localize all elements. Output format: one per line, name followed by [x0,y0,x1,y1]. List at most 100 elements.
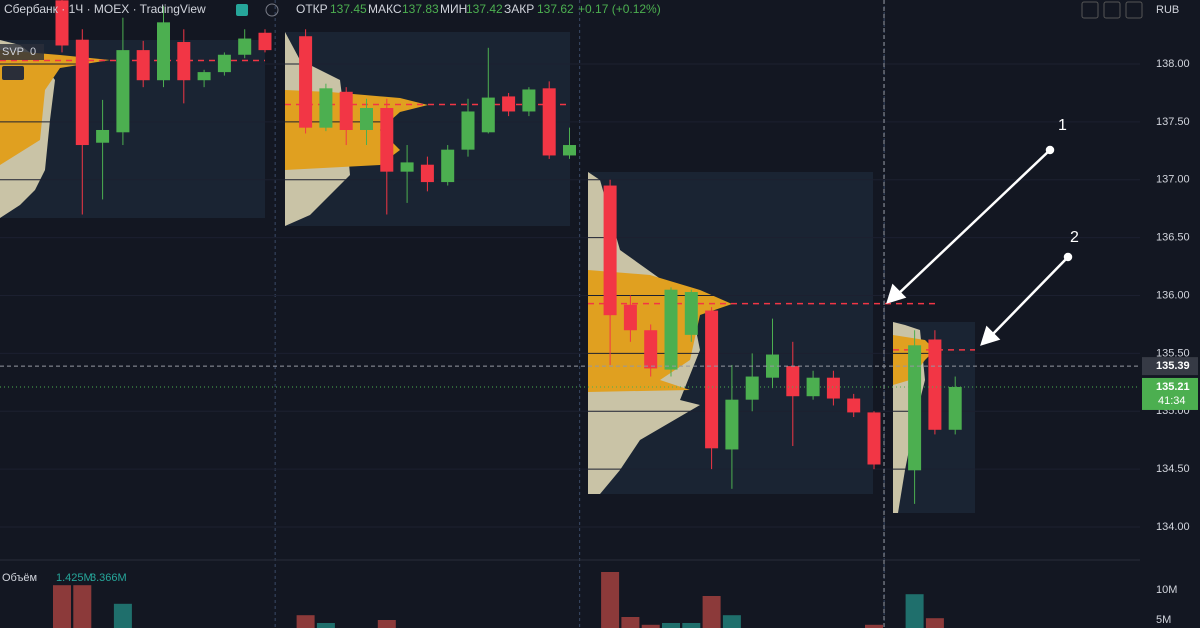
candle-body [867,412,881,465]
volume-bar [662,623,680,628]
candle-body [481,97,495,133]
ohlc-open-label: ОТКР [296,2,328,16]
status-icon [236,4,248,16]
grid [0,0,1140,628]
arrow [989,256,1069,338]
candle-body [136,50,150,81]
candle-body [441,149,455,183]
candle-body [684,292,698,335]
indicator-name: SVP [2,46,24,58]
candle-body [908,345,922,471]
candle-body [238,38,252,55]
volume-bar [601,572,620,628]
volume-bar [296,615,315,628]
arrow-tail [1045,145,1055,155]
candle-body [644,330,658,369]
crosshair-price-box [1142,357,1198,376]
annotation: 2 [1070,229,1079,246]
candle-body [217,54,231,73]
eye-icon[interactable] [265,3,279,17]
candle-body [725,399,739,450]
candle-body [705,310,719,449]
volume-bar [316,623,335,628]
volume-bar [73,585,92,628]
toolbar-button[interactable] [1081,1,1099,19]
y-tick-label: 136.50 [1156,232,1190,244]
candle-body [360,107,373,130]
ohlc-open: 137.45 [330,2,367,16]
ohlc-close-label: ЗАКР [504,2,534,16]
candle-body [258,32,272,51]
ohlc-change: +0.17 (+0.12%) [578,2,661,16]
indicator-badge[interactable] [0,44,44,60]
volume-bar [377,620,396,628]
candle-body [826,377,840,399]
currency: RUB [1156,4,1179,16]
candle-body [948,386,962,430]
plot [0,0,975,628]
toolbar-button[interactable] [1103,1,1121,19]
ohlc-low-label: МИН [440,2,467,16]
chart-title: Сбербанк · 1Ч · MOEX · TradingView [4,2,206,16]
volume-bar [702,596,721,628]
profile-value-area [0,50,110,165]
y-tick-label: 138.00 [1156,58,1190,70]
indicator-value: 0 [30,46,36,58]
candle-body [420,164,434,183]
candle-body [806,377,820,397]
candle-body [522,89,536,112]
candle-body [319,88,333,128]
candle-body [339,91,353,130]
volume-bar [865,624,883,628]
arrow-head [886,283,907,304]
candle-body [745,376,759,400]
annotation: 1 [1058,117,1067,134]
ohlc-low: 137.42 [466,2,503,16]
y-tick-label: 137.00 [1156,174,1190,186]
volume-tick-label: 5M [1156,614,1171,626]
volume-title: Объём [2,572,37,584]
volume-tick-label: 10M [1156,584,1177,596]
toolbar-button[interactable] [1125,1,1143,19]
candle-body [786,366,800,397]
volume-bar [925,618,944,628]
last-price: 135.21 [1156,381,1190,393]
candle-body [75,39,89,146]
ohlc-high: 137.83 [402,2,439,16]
candle-body [603,185,617,316]
candle-body [847,398,861,413]
candle-body [116,50,130,133]
arrow-tail [1063,252,1073,262]
volume-bar [682,623,701,628]
y-tick-label: 134.50 [1156,463,1190,475]
y-tick-label: 135.50 [1156,347,1190,359]
candle-body [623,304,637,331]
y-tick-label: 134.00 [1156,521,1190,533]
volume-bar [113,603,132,628]
last-price-box [1142,377,1198,410]
countdown: 41:34 [1158,395,1186,407]
candle-body [928,339,942,430]
candle-body [157,22,170,81]
candle-body [461,111,475,150]
y-tick-label: 136.00 [1156,289,1190,301]
volume-bar [641,624,660,628]
candle-body [197,72,211,81]
candle-body [96,129,110,143]
crosshair-price: 135.39 [1156,360,1190,372]
volume-bar [621,617,640,628]
arrow-head [980,325,1001,346]
candle-body [177,42,191,81]
candle-body [664,289,678,370]
arrow [895,149,1051,297]
volume-bar [722,615,741,628]
volume-bar [905,594,924,628]
candle-body [380,107,394,172]
ohlc-close: 137.62 [537,2,574,16]
y-tick-label: 137.50 [1156,116,1190,128]
candle-body [542,88,556,156]
volume-bar [53,585,71,628]
ohlc-high-label: МАКС [368,2,402,16]
collapse-button[interactable] [2,66,24,80]
